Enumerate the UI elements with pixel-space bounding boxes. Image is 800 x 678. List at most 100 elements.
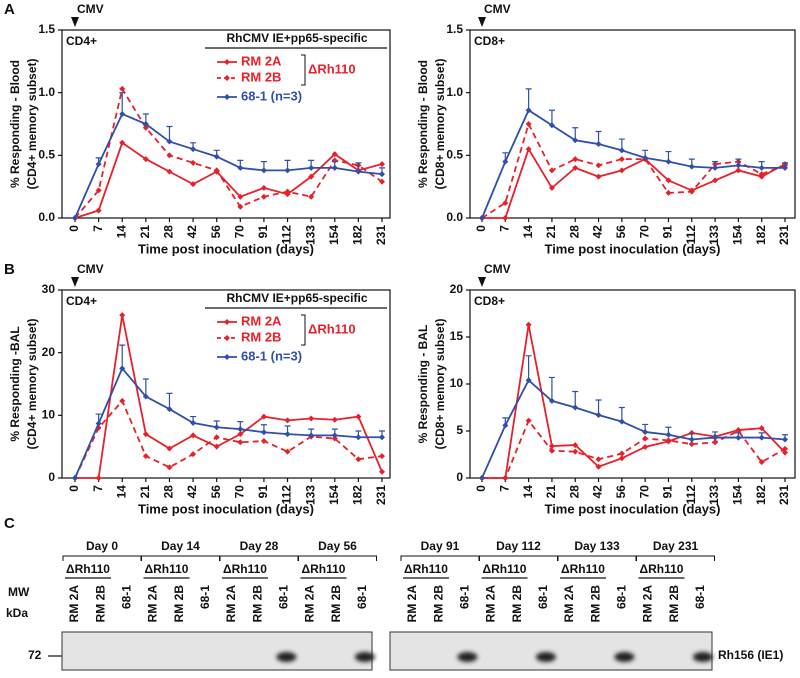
data-point [548,397,555,404]
series-line [74,399,383,479]
data-point [735,162,742,169]
x-tick-label: 14 [114,485,128,499]
unit-label: kDa [6,606,28,620]
series-line [482,324,786,479]
data-point [782,449,788,456]
deletion-label: ΔRh110 [66,562,110,576]
data-point [308,193,315,200]
data-point [190,181,197,188]
x-tick-label: 7 [497,485,511,492]
data-point [237,203,244,210]
x-tick-label: 0 [474,225,488,232]
x-tick-label: 154 [731,485,745,505]
x-tick-label: 42 [591,485,605,499]
data-point [572,164,579,171]
blot-band [457,652,478,662]
data-point [618,450,625,457]
plot-frame [61,289,391,479]
data-point [688,436,695,443]
data-point [688,163,695,170]
data-point [782,164,788,171]
series-line [74,141,383,219]
legend-entry: RM 2A [241,53,282,68]
data-point [642,435,649,442]
day-label: Day 0 [86,539,118,553]
error-bar [119,92,126,114]
x-tick-label: 154 [327,485,341,505]
data-point [595,463,602,470]
x-tick-label: 91 [661,485,675,499]
data-point [95,207,102,214]
legend-title: RhCMV IE+pp65-specific [226,291,367,305]
x-tick-label: 0 [67,225,81,232]
data-point [525,417,532,424]
deletion-label: ΔRh110 [302,562,346,576]
subset-label: CD8+ [474,34,505,48]
data-point [190,159,197,166]
x-tick-label: 42 [185,225,199,239]
data-point [502,215,509,221]
data-point [355,413,362,420]
panel-label: C [4,515,15,532]
series-line [74,112,383,219]
y-tick-label: 20 [450,282,464,296]
data-point [119,312,126,319]
data-point [331,432,338,439]
data-point [502,475,509,481]
x-tick-label: 14 [114,225,128,239]
legend-entry: 68-1 (n=3) [241,88,302,103]
lane-label: RM 2B [250,585,264,623]
x-tick-label: 21 [544,225,558,239]
x-tick-label: 42 [185,485,199,499]
lane-label: RM 2A [67,585,81,623]
data-point [190,432,197,439]
data-point [166,406,173,413]
data-point [213,424,220,431]
data-point [284,188,291,195]
data-point [166,464,173,471]
data-point [190,451,197,458]
blot-membrane [389,631,713,671]
y-tick-label: 0 [456,470,463,484]
x-tick-label: 231 [374,225,388,245]
mw-label: MW [8,585,30,599]
inoculation-label: CMV [77,2,104,16]
data-point [142,393,149,400]
data-point [525,377,532,384]
x-tick-label: 133 [707,225,721,245]
data-point [548,443,555,450]
legend-entry: RM 2B [241,69,281,84]
data-point [379,178,385,185]
lane-label: RM 2B [667,585,681,623]
data-point [142,431,149,438]
data-point [355,456,362,463]
data-point [618,167,625,174]
data-point [213,167,220,174]
data-point [284,448,291,455]
data-point [331,435,338,442]
legend-marker [224,75,230,81]
x-tick-label: 14 [521,225,535,239]
data-point [213,153,220,160]
day-bracket [141,555,220,561]
data-point [237,164,244,171]
legend-bracket [301,314,306,346]
plot-frame [469,29,796,219]
data-point [260,193,267,200]
inoculation-label: CMV [484,2,511,16]
series-line [74,366,382,479]
day-label: Day 56 [318,539,357,553]
legend-bracket [301,54,306,86]
data-point [260,429,267,436]
y-tick-label: 1.0 [446,85,463,99]
lane-label: 68-1 [120,585,134,609]
data-point [665,177,672,184]
x-tick-label: 7 [91,225,105,232]
data-point [735,167,742,174]
lane-label: 68-1 [536,585,550,609]
x-tick-label: 70 [637,225,651,239]
data-point [572,404,579,411]
x-axis-label: Time post inoculation (days) [138,501,314,516]
series-line [482,418,786,479]
data-point [525,107,532,114]
